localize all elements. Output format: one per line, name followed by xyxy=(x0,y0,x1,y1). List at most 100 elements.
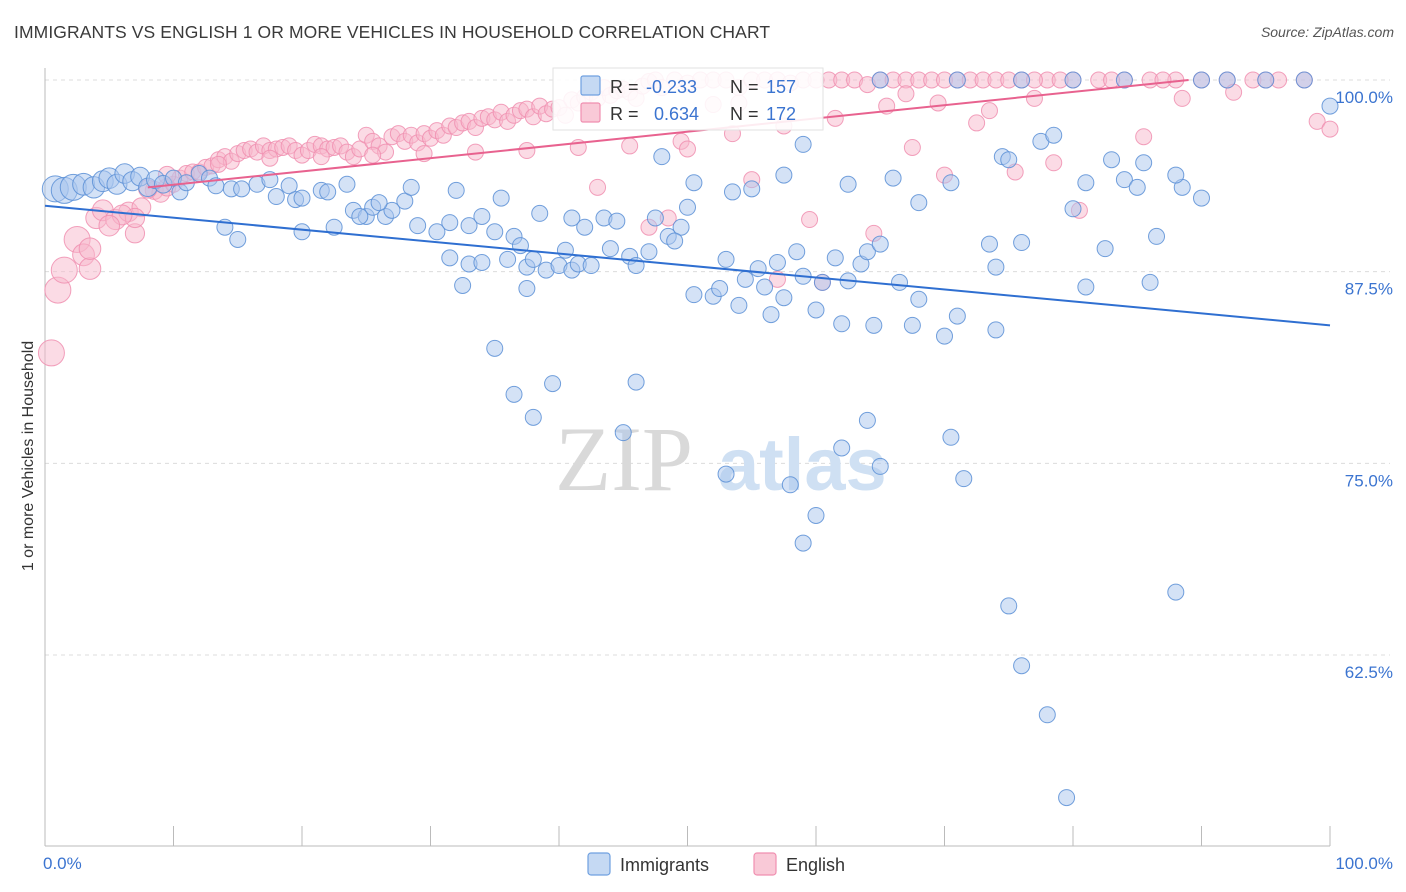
immigrants-point xyxy=(608,212,626,230)
immigrants-point xyxy=(293,223,311,241)
immigrants-point xyxy=(711,280,729,298)
immigrants-point xyxy=(936,327,953,345)
immigrants-point xyxy=(473,253,491,271)
english-point xyxy=(968,114,986,132)
immigrants-point xyxy=(948,307,966,325)
y-axis-label: 1 or more Vehicles in Household xyxy=(20,341,37,571)
immigrants-point xyxy=(884,169,902,187)
immigrants-point xyxy=(775,166,793,184)
immigrants-point xyxy=(338,175,356,193)
immigrants-point xyxy=(441,214,459,232)
legend-english-swatch xyxy=(753,852,777,876)
immigrants-point xyxy=(1077,278,1095,296)
r-value-immigrants: -0.233 xyxy=(646,77,697,97)
immigrants-point xyxy=(826,249,844,267)
english-point xyxy=(589,178,607,196)
immigrants-point xyxy=(980,235,998,253)
immigrants-point xyxy=(293,189,311,207)
immigrants-point xyxy=(987,321,1005,339)
immigrants-point xyxy=(955,470,973,488)
english-point xyxy=(1025,89,1043,107)
immigrants-point xyxy=(492,189,510,207)
immigrants-point xyxy=(486,223,504,241)
immigrants-point xyxy=(447,181,465,199)
immigrants-point xyxy=(685,286,703,304)
english-point xyxy=(801,211,819,229)
immigrants-point xyxy=(1257,71,1275,89)
immigrants-point xyxy=(1013,71,1031,89)
immigrants-point xyxy=(756,278,774,296)
watermark-zip: ZIP xyxy=(555,408,693,510)
immigrants-point xyxy=(672,218,690,236)
immigrants-point xyxy=(531,204,549,222)
immigrants-point xyxy=(325,218,343,236)
english-point xyxy=(903,138,921,156)
immigrants-point xyxy=(730,296,748,314)
immigrants-point xyxy=(601,240,619,258)
immigrants-point xyxy=(229,230,247,248)
immigrants-point xyxy=(858,243,876,261)
immigrants-point xyxy=(524,408,542,426)
immigrants-point xyxy=(1000,151,1018,169)
immigrants-point xyxy=(871,71,889,89)
n-label-english: N = xyxy=(730,104,759,124)
immigrants-point xyxy=(544,375,562,393)
immigrants-point xyxy=(1167,166,1185,184)
immigrants-point xyxy=(1013,234,1031,252)
english-point xyxy=(1154,71,1172,89)
immigrants-point xyxy=(768,253,786,271)
n-value-immigrants: 157 xyxy=(766,77,796,97)
immigrants-point xyxy=(1141,273,1159,291)
source-note: Source: ZipAtlas.com xyxy=(1260,24,1394,40)
english-point xyxy=(826,109,844,127)
legend-english-label: English xyxy=(786,855,845,875)
immigrants-point xyxy=(807,301,825,319)
immigrants-point xyxy=(1045,126,1063,144)
immigrants-point xyxy=(1077,174,1095,192)
english-point xyxy=(261,149,279,167)
immigrants-point xyxy=(807,506,825,524)
stats-legend: R = -0.233 N = 157 R = 0.634 N = 172 xyxy=(552,67,824,131)
immigrants-point xyxy=(1064,71,1082,89)
english-swatch xyxy=(580,102,601,123)
english-point xyxy=(209,155,227,173)
series-legend: Immigrants English xyxy=(587,852,845,876)
immigrants-point xyxy=(903,316,921,334)
immigrants-point xyxy=(1115,171,1133,189)
immigrants-point xyxy=(762,306,780,324)
immigrants-point xyxy=(788,243,806,261)
english-point xyxy=(1045,154,1063,172)
immigrants-point xyxy=(839,175,857,193)
immigrants-point xyxy=(1148,227,1166,245)
legend-immigrants-label: Immigrants xyxy=(620,855,709,875)
immigrants-point xyxy=(653,148,671,166)
immigrants-point xyxy=(524,250,542,268)
immigrants-point xyxy=(396,192,414,210)
immigrants-point xyxy=(280,177,298,195)
legend-immigrants-swatch xyxy=(587,852,611,876)
immigrants-point xyxy=(319,183,337,201)
immigrants-point xyxy=(556,241,574,259)
immigrants-point xyxy=(505,385,523,403)
watermark-atlas: atlas xyxy=(718,423,887,506)
english-point xyxy=(980,102,998,120)
immigrants-point xyxy=(582,257,600,275)
grid-lines xyxy=(45,79,1390,656)
english-point xyxy=(50,256,78,284)
english-point xyxy=(518,142,536,160)
immigrants-point xyxy=(518,280,536,298)
immigrants-point xyxy=(1038,706,1056,724)
english-point xyxy=(929,94,947,112)
immigrants-point xyxy=(1115,71,1133,89)
immigrants-point xyxy=(370,194,388,212)
immigrants-point xyxy=(1135,154,1153,172)
immigrants-point xyxy=(910,290,928,308)
immigrants-point xyxy=(1193,71,1210,89)
tick-labels: 62.5% 75.0% 87.5% 100.0% 0.0% 100.0% xyxy=(43,88,1393,873)
trend-lines xyxy=(44,79,1331,327)
immigrants-point xyxy=(563,209,581,227)
immigrants-point xyxy=(865,316,883,334)
y-tick-label: 87.5% xyxy=(1345,280,1393,299)
immigrants-point xyxy=(781,476,799,494)
english-point xyxy=(78,237,102,260)
